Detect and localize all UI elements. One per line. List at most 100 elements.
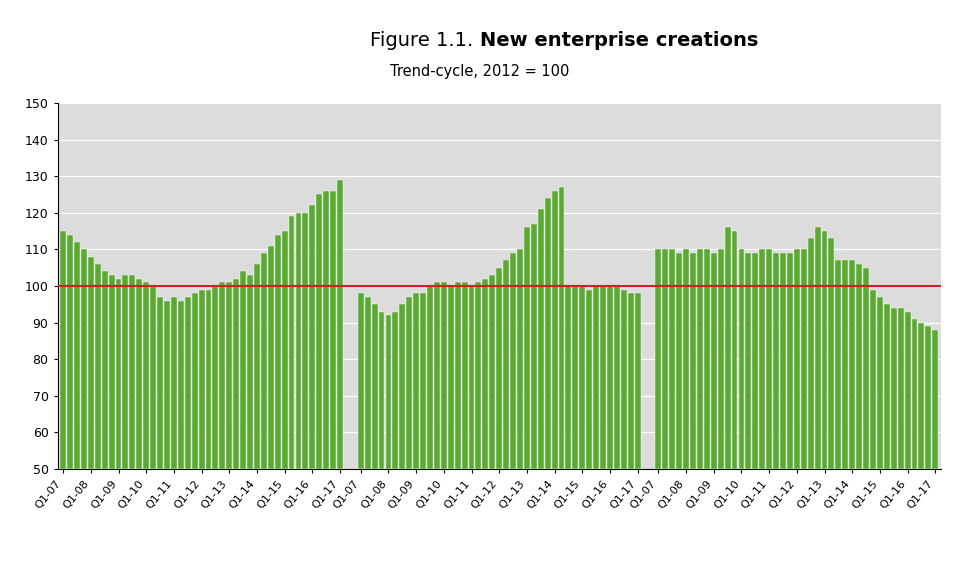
Bar [635,293,640,469]
Bar [420,293,426,469]
Bar [559,187,564,469]
Bar [565,286,571,469]
Bar [157,297,163,469]
Bar [766,249,772,469]
Bar [759,249,765,469]
Bar [164,301,170,469]
Bar [684,249,689,469]
Bar [302,213,308,469]
Bar [378,312,384,469]
Bar [544,198,551,469]
Bar [753,253,758,469]
Bar [876,297,883,469]
Bar [732,231,737,469]
Bar [358,293,364,469]
Bar [891,308,897,469]
Bar [794,249,800,469]
Bar [552,191,558,469]
Bar [773,253,779,469]
Bar [136,279,142,469]
Bar [607,286,612,469]
Bar [835,260,841,469]
Bar [483,279,489,469]
Bar [88,257,94,469]
Bar [261,253,267,469]
Bar [697,249,703,469]
Bar [510,253,516,469]
Bar [884,304,890,469]
Bar [330,191,336,469]
Bar [455,283,461,469]
Bar [399,304,405,469]
Bar [587,289,592,469]
Bar [115,279,122,469]
Bar [718,249,724,469]
Bar [745,253,752,469]
Bar [932,330,938,469]
Bar [815,228,821,469]
Bar [205,289,211,469]
Text: New enterprise creations: New enterprise creations [480,30,758,50]
Bar [150,286,156,469]
Bar [822,231,828,469]
Bar [309,205,315,469]
Bar [621,289,627,469]
Bar [289,216,295,469]
Bar [850,260,855,469]
Bar [337,180,343,469]
Bar [572,286,578,469]
Bar [656,249,661,469]
Bar [912,319,918,469]
Bar [531,224,537,469]
Bar [413,293,420,469]
Bar [919,323,924,469]
Bar [365,297,371,469]
Bar [593,286,599,469]
Bar [240,271,246,469]
Bar [468,286,474,469]
Bar [503,260,509,469]
Bar [490,275,495,469]
Bar [372,304,377,469]
Bar [690,253,696,469]
Bar [74,242,80,469]
Bar [725,228,731,469]
Text: Figure 1.1.: Figure 1.1. [371,30,480,50]
Bar [856,264,862,469]
Bar [268,246,274,469]
Bar [475,283,481,469]
Bar [212,286,218,469]
Bar [393,312,398,469]
Bar [614,286,620,469]
Bar [60,231,66,469]
Bar [669,249,675,469]
Bar [441,283,446,469]
Bar [254,264,260,469]
Bar [925,326,931,469]
Bar [538,209,543,469]
Bar [904,312,910,469]
Bar [863,268,869,469]
Bar [870,289,876,469]
Bar [108,275,114,469]
Bar [324,191,329,469]
Bar [184,297,191,469]
Bar [192,293,198,469]
Bar [738,249,744,469]
Bar [780,253,786,469]
Bar [427,286,433,469]
Bar [662,249,668,469]
Bar [247,275,253,469]
Bar [447,286,454,469]
Bar [600,286,606,469]
Bar [143,283,149,469]
Bar [199,289,204,469]
Bar [628,293,634,469]
Bar [787,253,793,469]
Bar [227,283,232,469]
Bar [517,249,523,469]
Bar [462,283,468,469]
Bar [130,275,135,469]
Text: Trend-cycle, 2012 = 100: Trend-cycle, 2012 = 100 [391,64,569,79]
Bar [434,283,440,469]
